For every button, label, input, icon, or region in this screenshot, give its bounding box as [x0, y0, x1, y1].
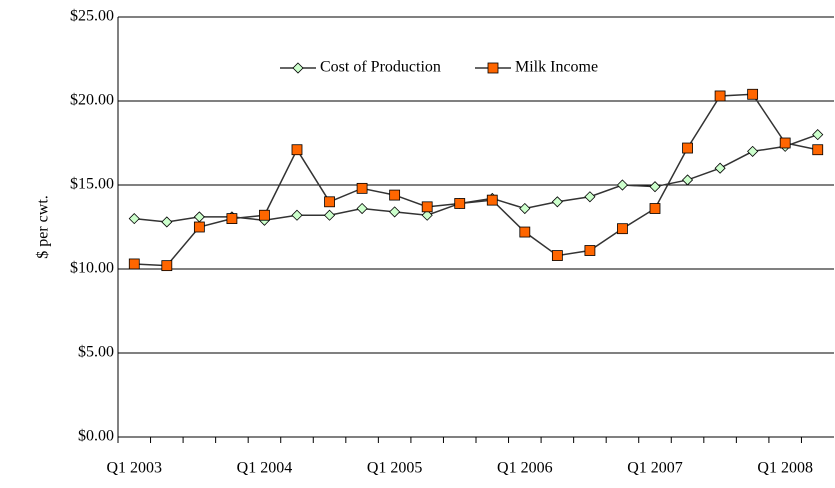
data-point: [389, 189, 401, 201]
data-point: [714, 162, 726, 174]
data-point: [747, 145, 759, 157]
series-line: [134, 93, 818, 267]
y-axis-label: $ per cwt.: [35, 195, 52, 259]
data-point: [291, 209, 303, 221]
data-point: [682, 142, 693, 154]
data-point: [421, 209, 433, 221]
data-point: [161, 216, 173, 228]
data-point: [259, 209, 270, 221]
data-point: [812, 144, 824, 156]
data-point: [584, 245, 596, 256]
y-tick-label: $5.00: [78, 344, 114, 361]
data-point: [551, 196, 563, 208]
data-point: [649, 181, 661, 193]
y-tick-label: $0.00: [78, 428, 114, 445]
x-tick-label: Q1 2008: [757, 460, 813, 477]
data-point: [193, 221, 205, 233]
y-tick-label: $15.00: [70, 176, 114, 193]
series-line: [134, 133, 818, 223]
data-point: [356, 202, 368, 215]
data-point: [128, 213, 140, 225]
data-point: [356, 182, 368, 194]
legend-label: Milk Income: [515, 59, 598, 76]
y-tick-label: $20.00: [70, 92, 114, 109]
data-point: [519, 202, 531, 215]
data-point: [616, 179, 629, 191]
data-point: [714, 90, 726, 102]
y-tick-label: $10.00: [70, 260, 114, 277]
legend-marker: [292, 62, 304, 74]
data-point: [323, 209, 336, 221]
legend-marker: [487, 62, 499, 74]
x-tick-label: Q1 2003: [106, 460, 162, 477]
data-point: [617, 223, 628, 235]
legend-label: Cost of Production: [320, 59, 441, 76]
data-point: [389, 206, 401, 218]
data-point: [519, 226, 531, 238]
data-point: [193, 211, 205, 223]
data-point: [226, 213, 238, 225]
data-point: [551, 250, 563, 261]
y-tick-label: $25.00: [70, 8, 114, 25]
data-point: [324, 196, 335, 208]
data-point: [291, 144, 303, 156]
data-point: [454, 198, 466, 209]
data-point: [681, 174, 694, 186]
data-point: [747, 88, 759, 100]
x-tick-label: Q1 2004: [237, 460, 293, 477]
x-tick-label: Q1 2006: [497, 460, 553, 477]
data-point: [128, 258, 140, 270]
data-point: [812, 129, 824, 141]
data-point: [161, 260, 173, 272]
data-point: [779, 137, 791, 149]
data-point: [486, 194, 498, 206]
data-point: [649, 203, 661, 214]
x-tick-label: Q1 2005: [367, 460, 423, 477]
data-point: [421, 201, 433, 213]
x-tick-label: Q1 2007: [627, 460, 683, 477]
data-point: [584, 191, 596, 203]
